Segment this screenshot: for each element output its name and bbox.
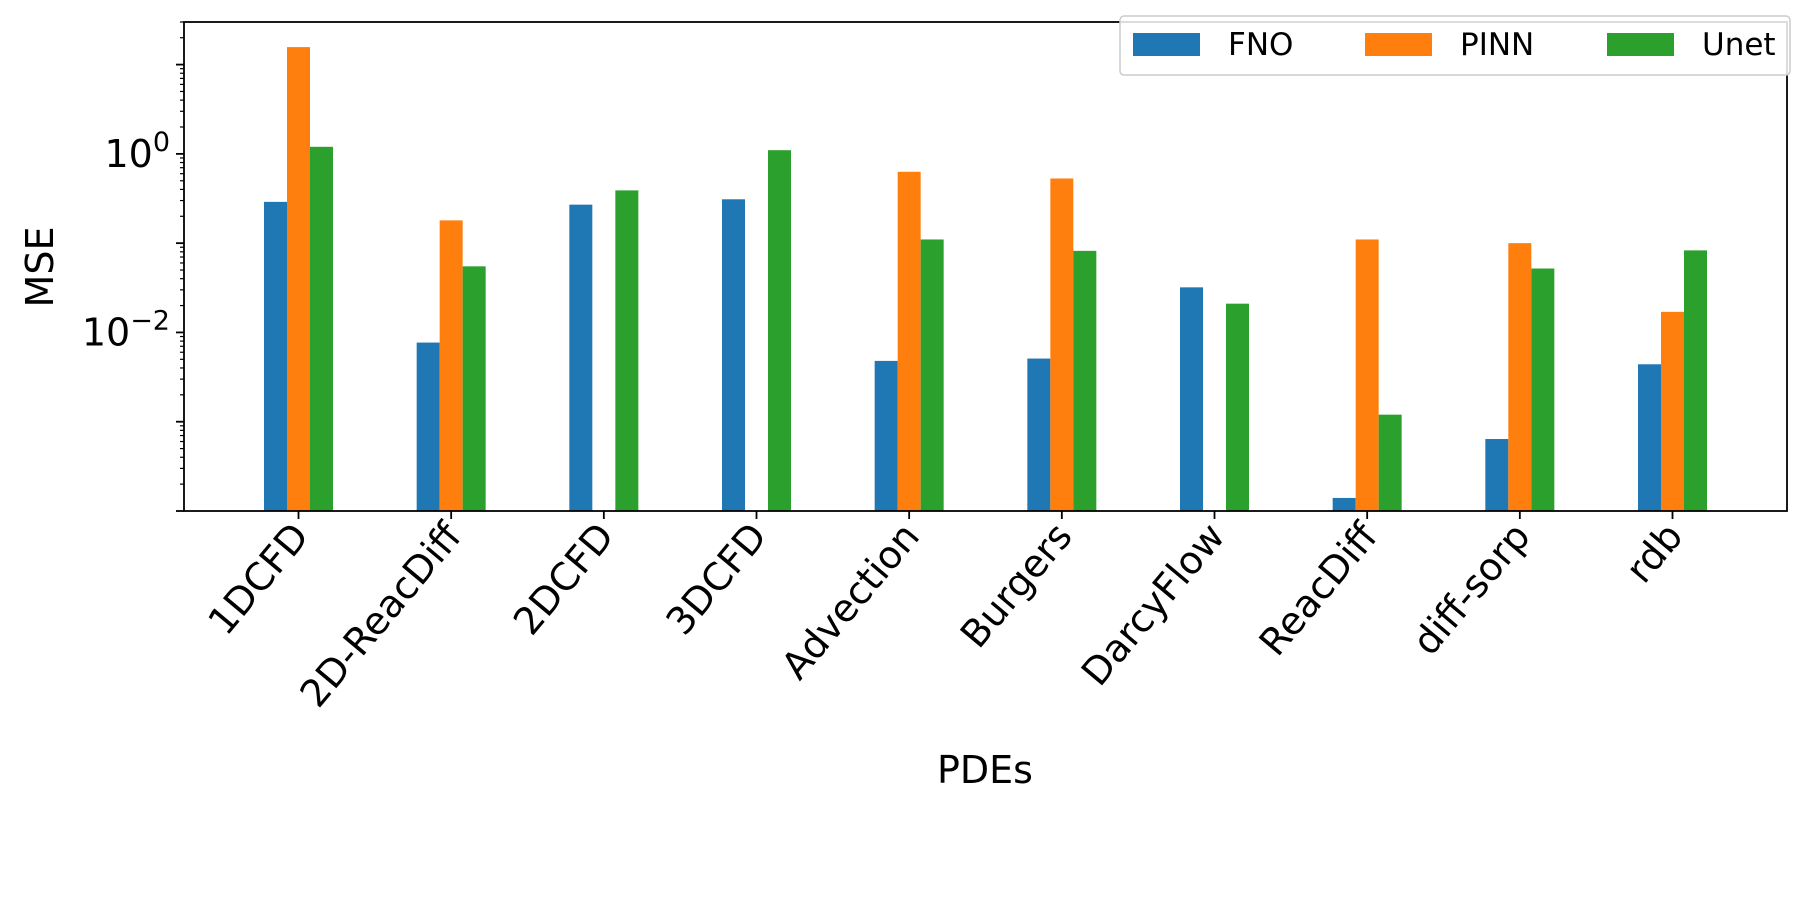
legend-swatch-unet [1607,33,1674,56]
bar-unet-rdb [1684,250,1707,512]
legend: FNO PINN Unet [1119,15,1791,76]
bar-fno-2dcfd [569,204,593,511]
bar-unet-burgers [1073,250,1097,511]
bar-pinn-reacdiff [1355,239,1379,511]
bar-pinn-1dcfd [287,47,310,511]
x-tick-label-2d-reacdiff: 2D-ReacDiff [291,514,470,716]
x-tick-label-3dcfd: 3DCFD [657,515,775,644]
x-tick-label-reacdiff: ReacDiff [1251,514,1387,664]
bar-fno-advection [874,360,898,511]
bar-fno-darcyflow [1180,287,1203,511]
bar-fno-3dcfd [722,199,745,512]
bar-fno-reacdiff [1332,497,1356,511]
bar-fno-burgers [1027,358,1051,511]
plot-frame [183,21,1788,512]
legend-box [1119,15,1791,76]
x-tick-label-diff-sorp: diff-sorp [1404,515,1539,664]
bar-fno-diff-sorp [1485,439,1509,511]
y-axis: 100 10−2 [82,21,184,512]
x-tick-label-advection: Advection [773,515,928,688]
bar-unet-3dcfd [768,150,791,511]
bar-fno-rdb [1638,364,1661,511]
legend-swatch-pinn [1365,33,1432,56]
legend-label-unet: Unet [1702,27,1776,63]
bar-pinn-advection [897,171,921,511]
bar-pinn-rdb [1661,311,1684,511]
y-axis-title: MSE [18,227,62,308]
x-tick-label-darcyflow: DarcyFlow [1073,515,1234,695]
legend-label-pinn: PINN [1460,27,1534,63]
x-tick-label-rdb: rdb [1617,515,1691,592]
bar-pinn-burgers [1050,178,1074,511]
bar-unet-2d-reacdiff [462,266,486,511]
bar-pinn-diff-sorp [1508,243,1532,511]
bar-unet-1dcfd [310,146,333,511]
bar-fno-1dcfd [264,201,287,511]
bar-unet-reacdiff [1378,414,1402,511]
bar-fno-2d-reacdiff [416,342,440,511]
y-tick-label: 100 [104,127,170,176]
bar-unet-darcyflow [1226,303,1249,511]
legend-swatch-fno [1133,33,1200,56]
bar-unet-2dcfd [615,190,639,511]
x-tick-label-2dcfd: 2DCFD [505,515,623,644]
bar-unet-advection [920,239,944,511]
y-tick-label: 10−2 [82,305,170,354]
bar-unet-diff-sorp [1531,268,1555,511]
bar-pinn-2d-reacdiff [439,220,463,511]
x-axis-title: PDEs [937,748,1033,792]
legend-label-fno: FNO [1228,27,1293,63]
x-tick-label-burgers: Burgers [952,515,1081,657]
bars-layer [264,47,1707,512]
x-tick-label-1dcfd: 1DCFD [199,515,317,644]
